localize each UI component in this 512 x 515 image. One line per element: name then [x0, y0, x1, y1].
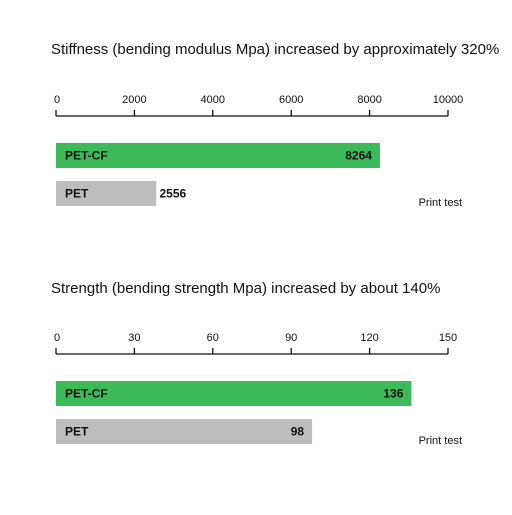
stiffness-tick-label: 0: [54, 94, 60, 106]
stiffness-tick-label: 4000: [201, 94, 225, 106]
strength-bar-pet-cf: [56, 381, 412, 406]
stiffness-bar-category-label: PET: [65, 187, 89, 201]
strength-tick-label: 60: [207, 332, 219, 344]
strength-bar-value-label: 98: [291, 425, 305, 439]
stiffness-bar-value-label: 2556: [159, 187, 186, 201]
stiffness-tick-label: 8000: [357, 94, 381, 106]
strength-tick-label: 0: [54, 332, 60, 344]
stiffness-tick-label: 10000: [433, 94, 464, 106]
stiffness-tick-label: 6000: [279, 94, 303, 106]
strength-bar-category-label: PET: [65, 425, 89, 439]
stiffness-chart-title: Stiffness (bending modulus Mpa) increase…: [51, 41, 499, 58]
strength-bar-value-label: 136: [383, 387, 403, 401]
stiffness-bar-pet-cf: [56, 143, 380, 168]
strength-tick-label: 150: [439, 332, 457, 344]
stiffness-print-test-note: Print test: [419, 197, 462, 209]
stiffness-tick-label: 2000: [122, 94, 146, 106]
stiffness-bar-pet: [56, 181, 157, 206]
strength-tick-label: 90: [285, 332, 297, 344]
strength-bar-pet: [56, 419, 313, 444]
strength-tick-label: 120: [360, 332, 378, 344]
stiffness-bar-value-label: 8264: [345, 149, 372, 163]
strength-chart-title: Strength (bending strength Mpa) increase…: [51, 280, 440, 297]
stiffness-bar-category-label: PET-CF: [65, 149, 108, 163]
strength-bar-category-label: PET-CF: [65, 387, 108, 401]
strength-tick-label: 30: [128, 332, 140, 344]
strength-print-test-note: Print test: [419, 435, 462, 447]
